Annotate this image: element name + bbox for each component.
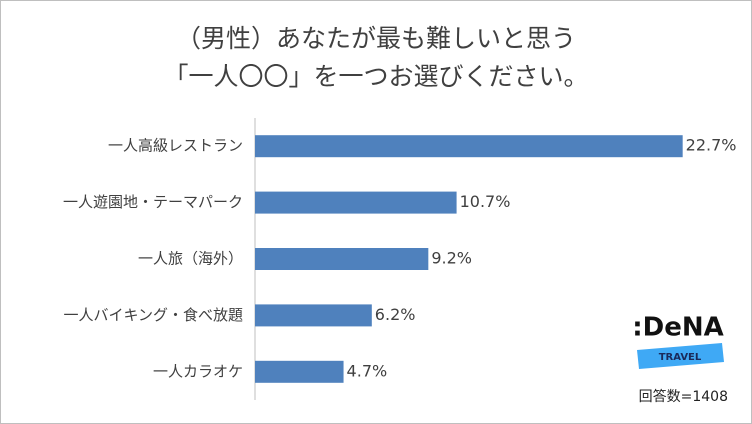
logo-band	[637, 343, 724, 369]
value-label: 22.7%	[686, 136, 737, 155]
bar	[255, 304, 372, 327]
logo-name: :DeNA	[632, 313, 724, 343]
y-tick-label: 一人カラオケ	[153, 362, 243, 380]
logo-tag: TRAVEL	[659, 352, 702, 363]
chart-title: 「一人〇〇」を一つお選びください。	[163, 62, 588, 91]
value-label: 6.2%	[375, 305, 416, 324]
y-tick-label: 一人高級レストラン	[108, 137, 243, 155]
value-label: 10.7%	[460, 192, 511, 211]
bar	[255, 135, 683, 158]
note: 回答数=1408	[639, 388, 728, 405]
bar	[255, 191, 457, 214]
value-label: 9.2%	[431, 249, 472, 268]
chart-title: （男性）あなたが最も難しいと思う	[176, 24, 576, 53]
logo: :DeNA TRAVEL	[632, 313, 724, 369]
value-label: 4.7%	[347, 361, 388, 380]
y-tick-label: 一人バイキング・食べ放題	[63, 306, 243, 324]
y-tick-label: 一人旅（海外）	[138, 250, 243, 268]
bar	[255, 248, 429, 270]
y-tick-label: 一人遊園地・テーマパーク	[63, 193, 243, 211]
bar	[255, 360, 344, 383]
